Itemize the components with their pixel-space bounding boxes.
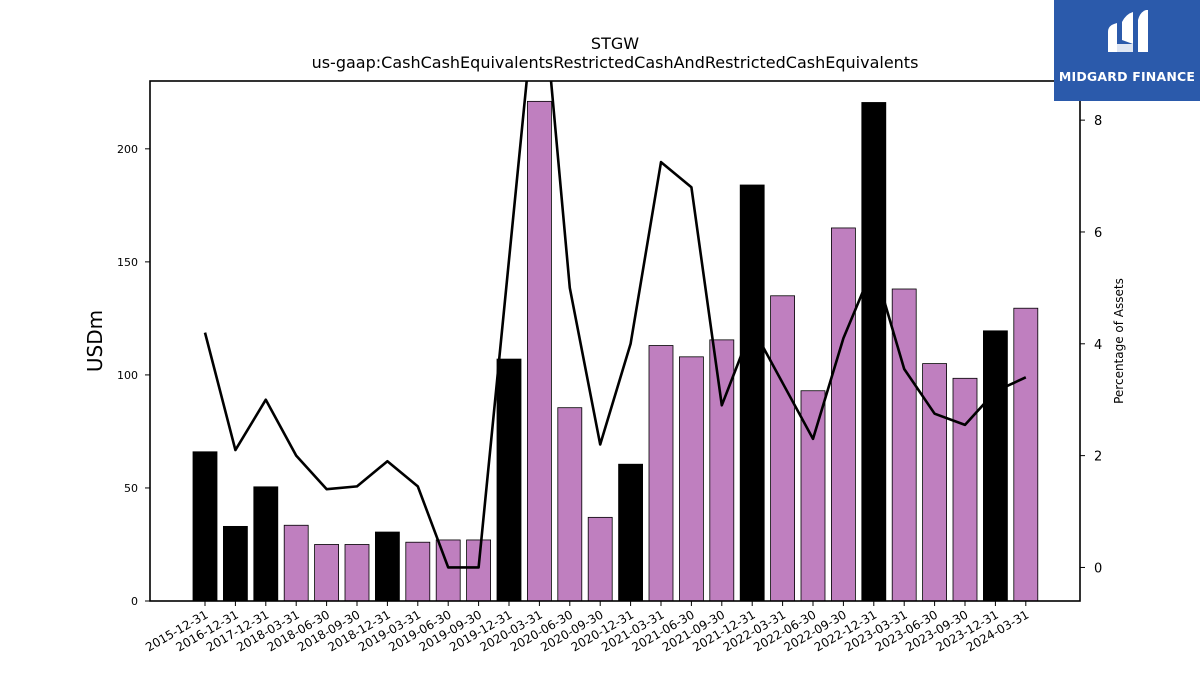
line-series [203,81,1027,569]
y2-tick-label: 2 [1094,450,1102,465]
bar [405,541,431,602]
bar [253,486,279,602]
y-tick-label: 50 [124,482,138,495]
bar [679,356,704,602]
chart-title: STGW [591,34,639,53]
y-tick-label: 200 [117,143,138,156]
plot-frame [149,80,1081,602]
bar [831,227,856,602]
bar [983,330,1008,602]
y2-tick-label: 6 [1094,226,1102,241]
bar [709,339,735,602]
bar [739,184,765,602]
bar [344,544,370,602]
y-tick-label: 100 [117,369,138,382]
bar [496,358,522,602]
bar [314,544,340,602]
bar [435,539,461,602]
bar [466,539,492,602]
brand-logo: MIDGARD FINANCE [1054,0,1200,101]
y-axis-label: USDm [83,310,107,372]
bar [192,451,218,602]
bar [587,516,613,602]
bar [374,531,400,602]
y2-tick-label: 0 [1094,561,1102,576]
bar [222,525,248,602]
bar [952,377,978,602]
y2-tick-label: 8 [1094,114,1102,129]
bar [1013,307,1039,602]
y2-axis-label: Percentage of Assets [1112,278,1126,404]
brand-name: MIDGARD FINANCE [1058,69,1196,84]
chart-subtitle: us-gaap:CashCashEquivalentsRestrictedCas… [312,53,919,72]
logo-mark-icon [1108,10,1148,52]
bar [618,463,643,602]
y-tick-label: 150 [117,256,138,269]
y-tick-label: 0 [131,595,138,608]
bar [861,102,887,602]
bar [527,100,552,602]
bar [770,295,795,602]
bar [557,407,583,602]
bar [283,524,309,602]
bar [648,345,674,602]
y2-tick-label: 4 [1094,338,1102,353]
